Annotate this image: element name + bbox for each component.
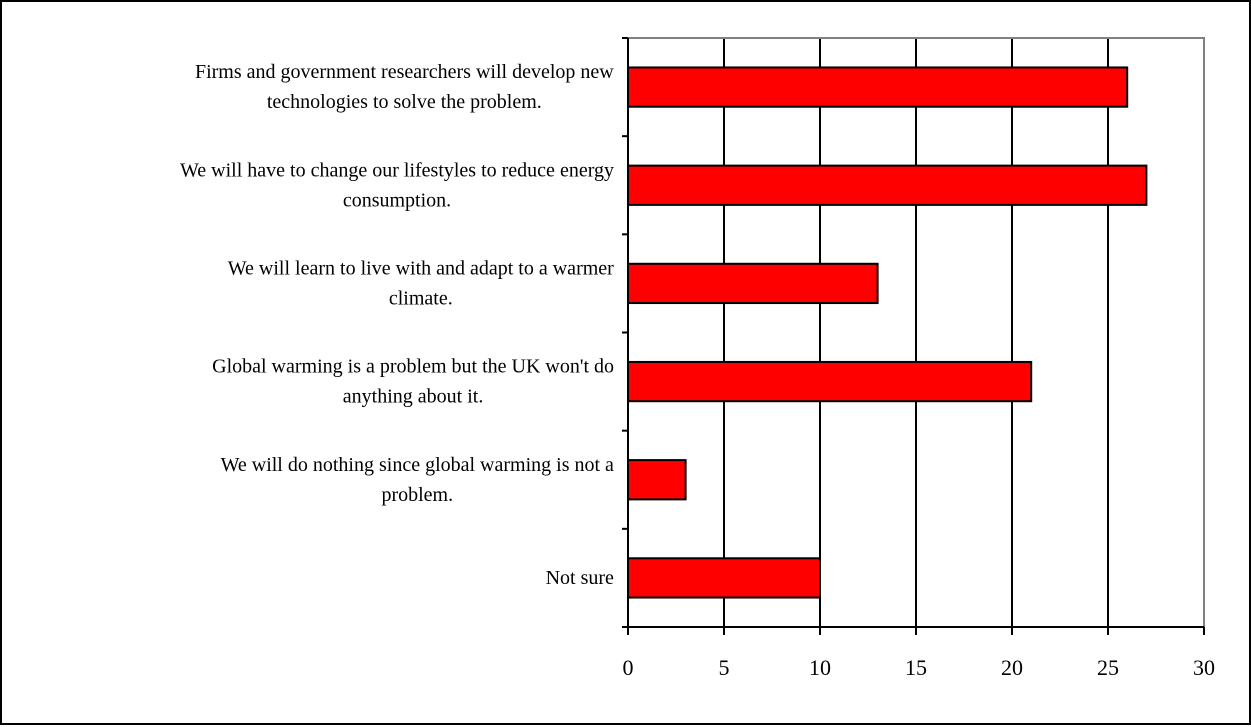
label-layer: 0 5 10 15 20 25 30 Firms and government researc… (180, 61, 1215, 680)
bar-4 (627, 360, 1033, 403)
category-label-4: Global warming is a problem but the UK w… (212, 356, 614, 408)
category-label-2: We will have to change our lifestyles to… (180, 159, 614, 211)
bar-layer (627, 66, 1148, 599)
bar-2 (627, 164, 1148, 206)
category-label-3: We will learn to live with and adapt to … (228, 257, 614, 309)
axis-layer (622, 37, 1205, 635)
category-label-6: Not sure (546, 567, 614, 589)
x-tick-label-15: 15 (905, 655, 927, 680)
x-tick-label-20: 20 (1001, 655, 1023, 680)
x-tick-label-0: 0 (623, 655, 634, 680)
bar-3 (627, 262, 879, 305)
x-tick-label-25: 25 (1097, 655, 1119, 680)
bar-1 (627, 66, 1129, 108)
category-label-1: Firms and government researchers will de… (195, 61, 614, 113)
x-tick-label-30: 30 (1193, 655, 1215, 680)
bar-5 (627, 459, 687, 501)
x-tick-label-5: 5 (719, 655, 730, 680)
grid-layer (723, 38, 1205, 627)
bar-6 (627, 557, 821, 599)
x-tick-label-10: 10 (809, 655, 831, 680)
category-label-5: We will do nothing since global warming … (221, 454, 614, 506)
